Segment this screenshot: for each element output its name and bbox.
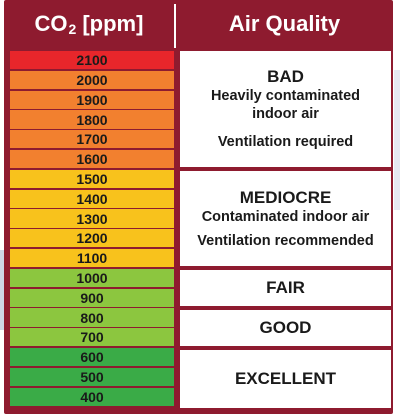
- co2-level-row: 900: [10, 288, 174, 307]
- co2-level-row: 1000: [10, 268, 174, 288]
- quality-bad-line3: Ventilation required: [217, 134, 354, 150]
- co2-level-row: 1800: [10, 110, 174, 129]
- co2-level-row: 500: [10, 367, 174, 387]
- quality-bad-line1: Heavily contaminated: [210, 88, 361, 104]
- quality-excellent-title: EXCELLENT: [234, 369, 337, 388]
- quality-excellent-cell: EXCELLENT: [180, 350, 391, 408]
- co2-unit: [ppm]: [82, 11, 144, 36]
- quality-good-title: GOOD: [259, 318, 312, 337]
- co2-level-row: 600: [10, 347, 174, 367]
- co2-ppm-header: CO 2 [ppm]: [4, 0, 174, 48]
- co2-levels-column: 2100 2000 1900 1800 1700 1600 1500 1400 1300 1200…: [10, 51, 174, 407]
- quality-bad-cell: BAD Heavily contaminated indoor air Vent…: [180, 51, 391, 167]
- quality-mediocre-cell: MEDIOCRE Contaminated indoor air Ventila…: [180, 171, 391, 266]
- co2-level-row: 2100: [10, 51, 174, 70]
- header-divider: [174, 4, 176, 48]
- co2-level-row: 1200: [10, 229, 174, 248]
- quality-bad-line2: indoor air: [252, 106, 319, 122]
- table-header: CO 2 [ppm] Air Quality: [4, 0, 393, 48]
- quality-good-cell: GOOD: [180, 310, 391, 346]
- quality-mediocre-line2: Ventilation recommended: [197, 232, 374, 249]
- co2-subscript: 2: [68, 21, 77, 37]
- co2-label: CO: [34, 11, 68, 36]
- co2-level-row: 1900: [10, 90, 174, 109]
- co2-level-row: 1300: [10, 209, 174, 228]
- quality-bad-title: BAD: [267, 67, 304, 86]
- decorative-strip-left: [0, 250, 4, 330]
- decorative-strip-right: [394, 70, 400, 210]
- quality-fair-title: FAIR: [266, 278, 305, 297]
- co2-level-row: 1600: [10, 149, 174, 169]
- co2-level-row: 700: [10, 328, 174, 347]
- co2-level-row: 2000: [10, 70, 174, 90]
- co2-level-row: 1700: [10, 130, 174, 149]
- quality-mediocre-title: MEDIOCRE: [239, 187, 332, 207]
- co2-level-row: 1500: [10, 169, 174, 189]
- air-quality-header: Air Quality: [228, 11, 341, 36]
- co2-level-row: 1400: [10, 189, 174, 208]
- co2-level-row: 400: [10, 387, 174, 406]
- co2-level-row: 1100: [10, 248, 174, 268]
- quality-mediocre-line1: Contaminated indoor air: [201, 208, 370, 225]
- quality-fair-cell: FAIR: [180, 270, 391, 306]
- co2-air-quality-table: CO 2 [ppm] Air Quality 2100 2000 1900 1800 170…: [4, 0, 393, 414]
- co2-level-row: 800: [10, 308, 174, 327]
